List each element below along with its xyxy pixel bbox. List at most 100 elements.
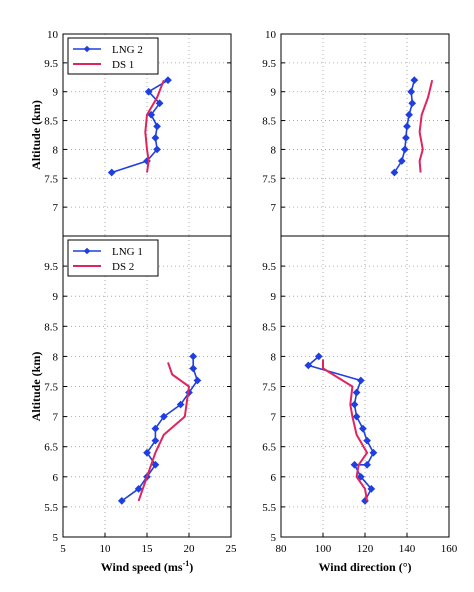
y-tick-label: 8 [271, 351, 277, 363]
data-point [176, 400, 185, 409]
data-point [356, 472, 365, 481]
data-point [363, 436, 371, 445]
legend-box [67, 37, 159, 75]
data-point [151, 436, 160, 445]
legend-entry: DS 2 [112, 261, 134, 273]
y-tick-label: 10 [265, 29, 277, 41]
data-point [390, 168, 399, 177]
y-tick-label: 5 [271, 532, 277, 544]
data-point [189, 364, 198, 373]
panel-top-left: 7 7.5 8 8.5 9 9.5 10 Altitude (km) LNG 2 DS 1 [29, 29, 232, 237]
data-point [159, 412, 168, 421]
x-axis-label: Wind speed (ms-1) [101, 559, 193, 574]
y-tick-label: 7.5 [262, 382, 276, 394]
data-point [143, 448, 151, 457]
series-line-ds-2 [137, 362, 190, 502]
data-point [304, 361, 313, 370]
data-point [405, 110, 413, 119]
x-axis-label: Wind direction (°) [318, 560, 411, 574]
series-line-ds-1 [144, 79, 165, 173]
y-axis-label: Altitude (km) [29, 352, 43, 422]
data-point [352, 412, 361, 421]
x-tick-label: 25 [226, 543, 238, 555]
legend-marker [83, 247, 91, 255]
x-tick-label: 140 [399, 543, 416, 555]
legend: LNG 2 DS 1 [67, 37, 159, 75]
data-point [410, 76, 419, 85]
data-point [164, 76, 172, 85]
y-axis-label: Altitude (km) [29, 100, 43, 170]
y-tick-label: 7.5 [44, 173, 58, 185]
series-line-ds-2 [322, 359, 369, 502]
y-tick-label: 5.5 [44, 502, 58, 514]
y-tick-label: 6 [271, 472, 277, 484]
data-point [369, 448, 378, 457]
data-point [117, 497, 126, 505]
y-tick-label: 9.5 [262, 261, 276, 273]
data-point [367, 484, 376, 493]
data-point [144, 87, 153, 96]
x-tick-label: 120 [357, 543, 374, 555]
panel-bottom-right: 5 5.5 6 6.5 7 7.5 8 8.5 9 9.5 80 100 120 140 160 Wind d… [262, 235, 458, 574]
data-point [350, 400, 359, 409]
x-axis-label-text: Wind speed (ms [101, 560, 183, 574]
data-point [107, 168, 116, 177]
x-tick-label: 15 [142, 543, 154, 555]
data-point [407, 87, 416, 96]
y-tick-label: 8.5 [262, 321, 276, 333]
legend: LNG 1 DS 2 [67, 239, 159, 277]
data-point [401, 145, 409, 154]
y-tick-label: 9.5 [44, 261, 58, 273]
y-tick-label: 8 [53, 144, 59, 156]
x-axis-label-text: Wind direction (°) [318, 560, 411, 574]
data-point [363, 460, 371, 469]
x-tick-label: 20 [184, 543, 196, 555]
series-line-lng-1 [121, 356, 199, 502]
legend-box [67, 239, 159, 277]
data-point [153, 145, 161, 154]
x-tick-label: 5 [60, 543, 66, 555]
x-tick-label: 80 [276, 543, 288, 555]
x-tick-label: 100 [315, 543, 332, 555]
y-tick-label: 10 [47, 29, 59, 41]
series-line-ds-1 [418, 79, 434, 173]
y-tick-label: 9.5 [44, 58, 58, 70]
x-tick-label: 160 [441, 543, 458, 555]
y-tick-label: 7 [53, 202, 59, 214]
y-tick-label: 9 [271, 291, 277, 303]
data-point [151, 424, 160, 433]
y-tick-label: 9 [271, 87, 277, 99]
data-point [189, 352, 198, 361]
data-point [356, 376, 365, 385]
y-tick-label: 7 [271, 412, 277, 424]
y-tick-label: 6 [53, 472, 59, 484]
data-point [403, 122, 411, 131]
y-tick-label: 9 [53, 87, 59, 99]
data-point [408, 99, 417, 108]
data-point [397, 157, 406, 165]
y-tick-label: 5.5 [262, 502, 276, 514]
data-point [155, 99, 164, 108]
y-tick-label: 8 [53, 351, 59, 363]
x-axis-label-tail: ) [189, 560, 193, 574]
y-tick-label: 7.5 [44, 382, 58, 394]
y-tick-label: 5 [53, 532, 59, 544]
panel-top-right: 7 7.5 8 8.5 9 9.5 10 [262, 29, 450, 237]
data-point [359, 424, 367, 433]
panel-bottom-left: 5 5.5 6 6.5 7 7.5 8 8.5 9 9.5 5 10 15 20 25 Altitude (k… [29, 235, 238, 574]
data-point [193, 376, 202, 385]
y-tick-label: 8 [271, 144, 277, 156]
data-point [402, 134, 410, 142]
legend-entry: LNG 1 [112, 246, 143, 258]
x-axis-label-superscript: -1 [183, 559, 190, 568]
legend-marker [83, 45, 91, 53]
data-point [134, 484, 143, 493]
y-tick-label: 8.5 [262, 116, 276, 128]
y-tick-label: 7 [271, 202, 277, 214]
y-tick-label: 6.5 [262, 442, 276, 454]
x-tick-label: 10 [100, 543, 112, 555]
y-tick-label: 7.5 [262, 173, 276, 185]
data-point [151, 460, 160, 469]
y-tick-label: 9.5 [262, 58, 276, 70]
